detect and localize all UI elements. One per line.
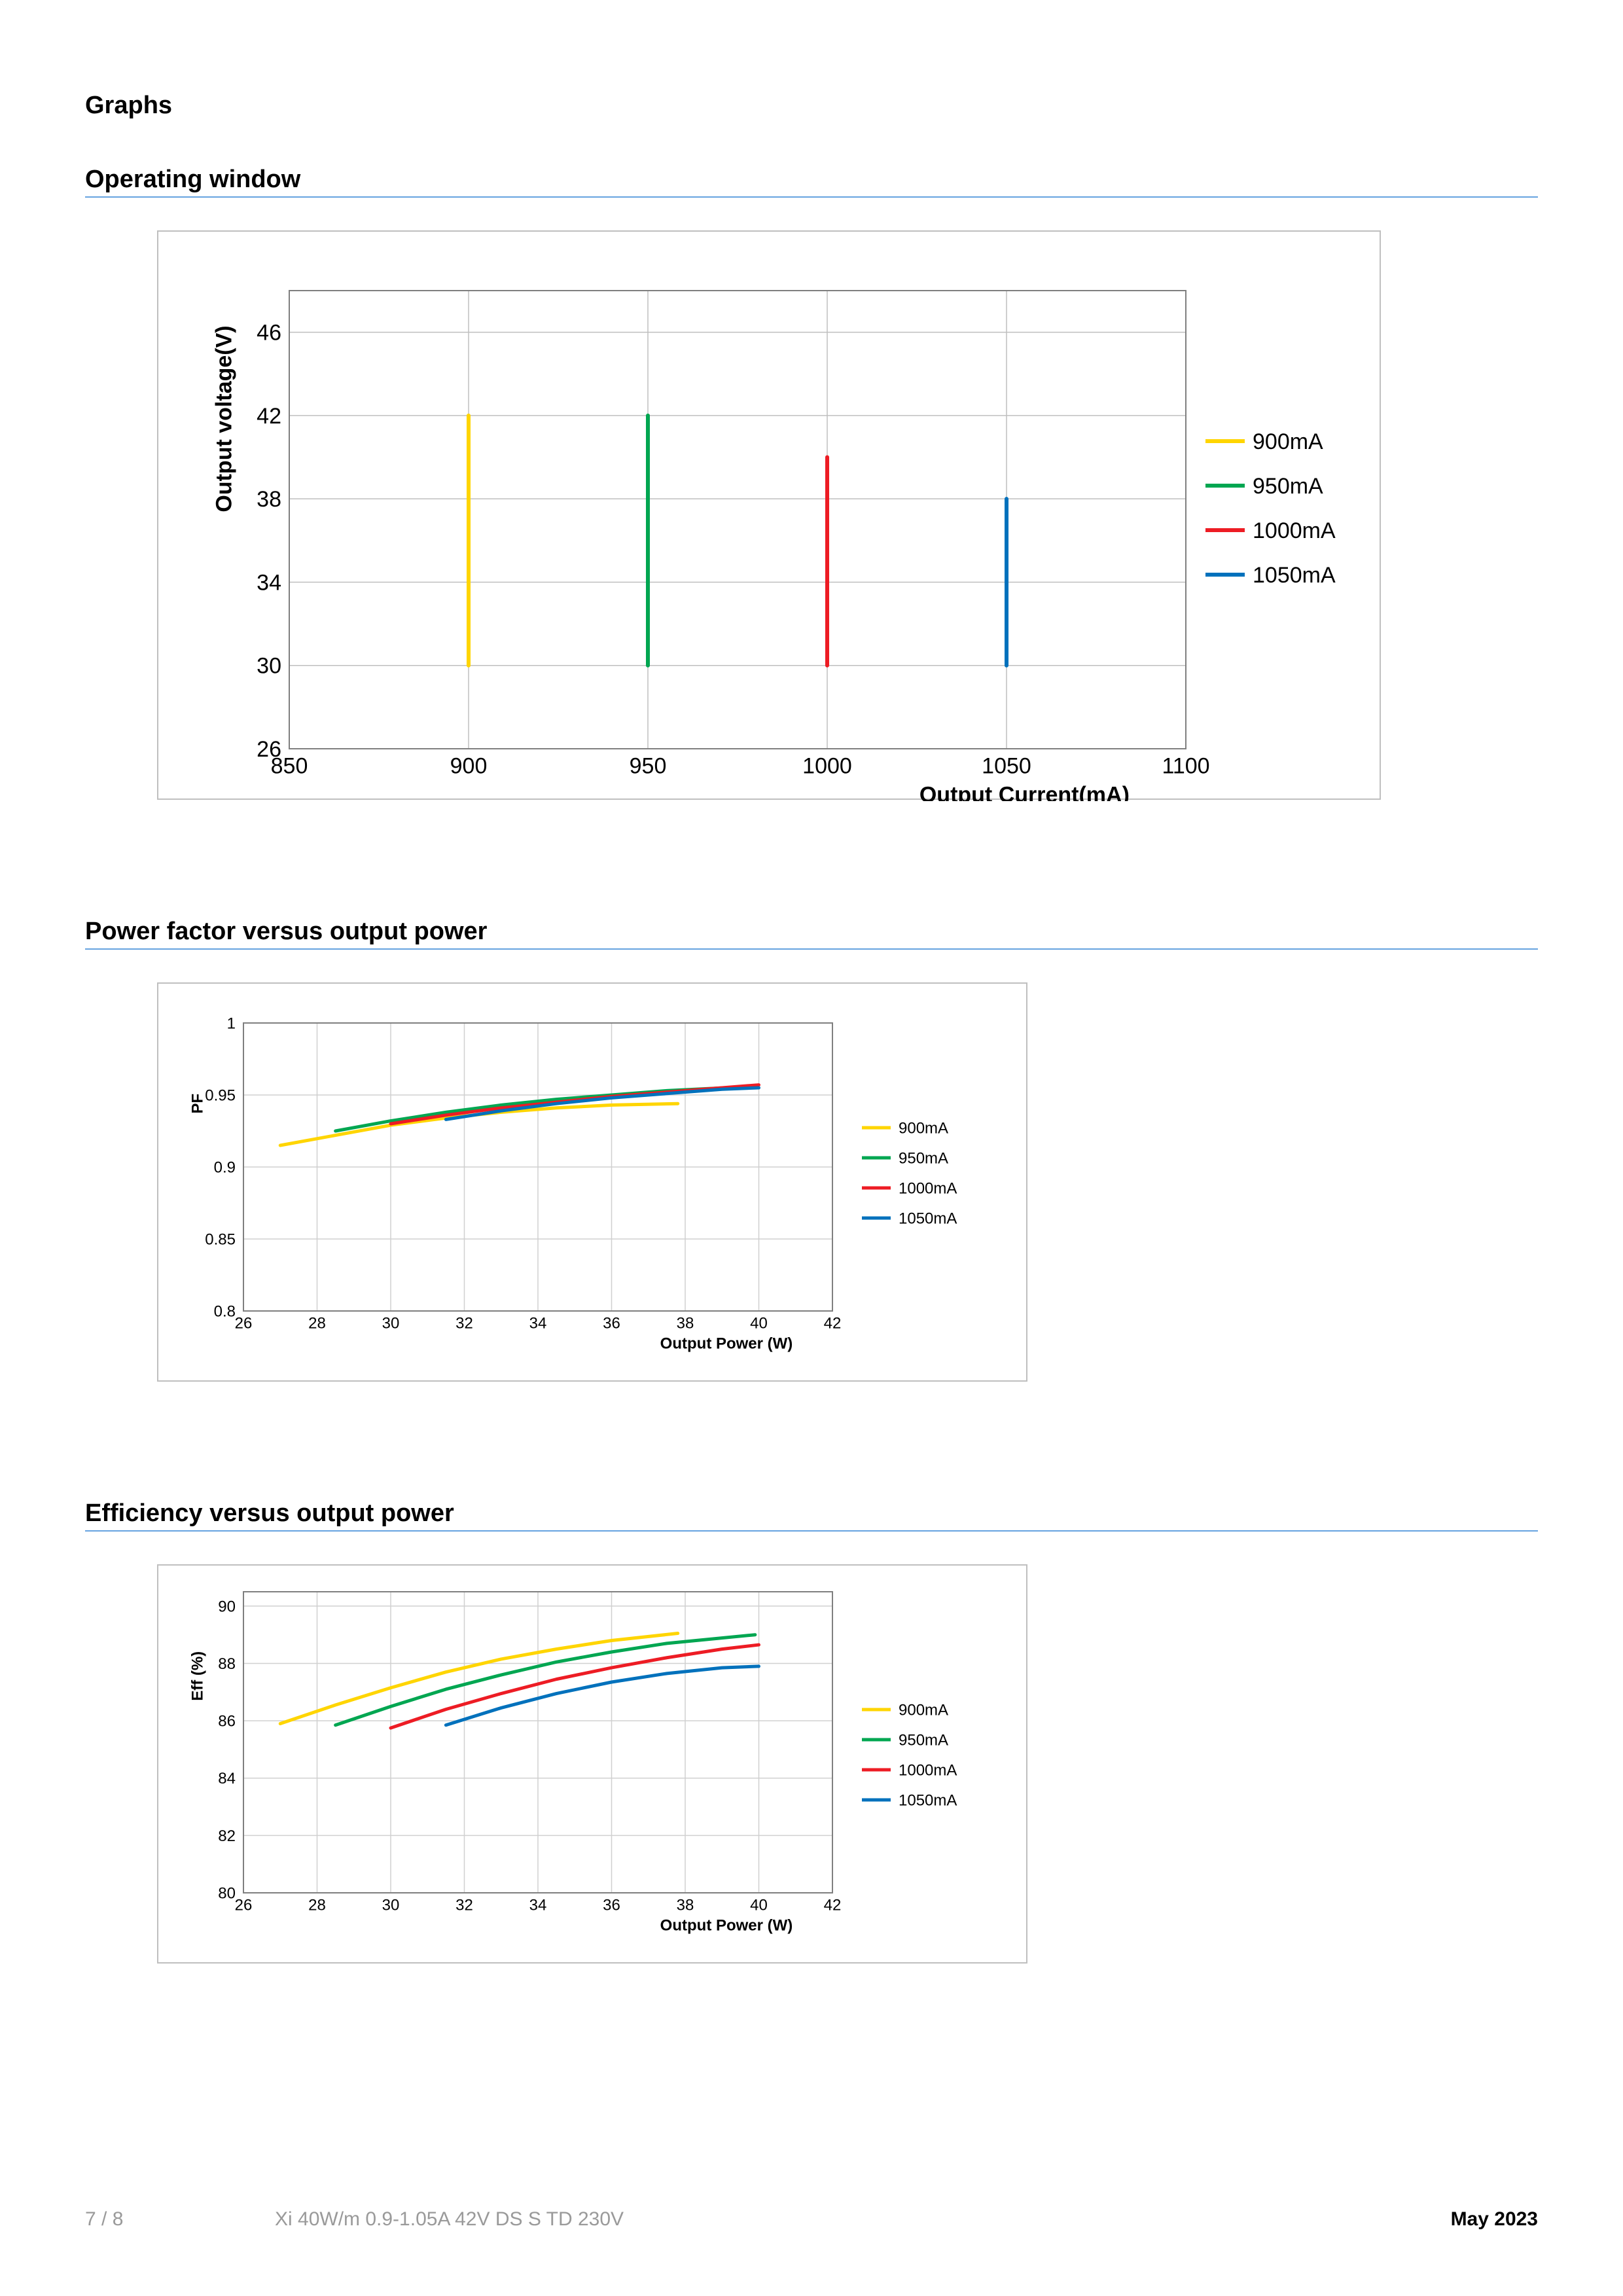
svg-text:36: 36 — [603, 1896, 620, 1914]
section-rule — [85, 196, 1538, 198]
svg-text:900: 900 — [450, 753, 488, 778]
footer-date: May 2023 — [1451, 2208, 1538, 2231]
svg-text:34: 34 — [529, 1314, 547, 1332]
svg-text:30: 30 — [382, 1314, 400, 1332]
svg-text:Output Power (W): Output Power (W) — [660, 1917, 793, 1935]
svg-text:26: 26 — [257, 737, 281, 762]
svg-text:42: 42 — [824, 1896, 842, 1914]
svg-text:950mA: 950mA — [1253, 474, 1323, 499]
svg-text:950mA: 950mA — [899, 1731, 948, 1749]
svg-text:40: 40 — [750, 1896, 768, 1914]
svg-text:30: 30 — [257, 654, 281, 679]
svg-text:900mA: 900mA — [1253, 429, 1323, 454]
svg-text:1000mA: 1000mA — [899, 1179, 957, 1197]
footer-page-number: 7 / 8 — [85, 2208, 123, 2231]
svg-text:Eff (%): Eff (%) — [189, 1651, 207, 1701]
svg-text:0.8: 0.8 — [214, 1302, 236, 1320]
svg-text:1050mA: 1050mA — [899, 1791, 957, 1809]
svg-text:1050mA: 1050mA — [899, 1210, 957, 1227]
svg-text:26: 26 — [235, 1896, 253, 1914]
svg-text:38: 38 — [677, 1896, 694, 1914]
svg-text:1050mA: 1050mA — [1253, 563, 1336, 588]
page-footer: 7 / 8 Xi 40W/m 0.9-1.05A 42V DS S TD 230… — [85, 2208, 1538, 2231]
svg-text:900mA: 900mA — [899, 1701, 948, 1719]
svg-text:28: 28 — [308, 1896, 326, 1914]
svg-text:950mA: 950mA — [899, 1149, 948, 1167]
svg-text:28: 28 — [308, 1314, 326, 1332]
section-title-efficiency: Efficiency versus output power — [85, 1499, 1538, 1528]
chart-power-factor: 26 28 30 32 34 36 38 40 42 0.8 0.85 0.9 0.95 1 Output … — [157, 982, 1027, 1382]
svg-text:1000: 1000 — [802, 753, 852, 778]
svg-text:0.95: 0.95 — [205, 1086, 236, 1104]
svg-text:90: 90 — [218, 1598, 236, 1615]
svg-text:0.9: 0.9 — [214, 1158, 236, 1176]
chart-operating-window: 850900950100010501100263034384246Output … — [157, 230, 1381, 800]
svg-text:82: 82 — [218, 1827, 236, 1845]
section-rule — [85, 948, 1538, 950]
svg-text:84: 84 — [218, 1770, 236, 1787]
svg-text:30: 30 — [382, 1896, 400, 1914]
footer-product: Xi 40W/m 0.9-1.05A 42V DS S TD 230V — [275, 2208, 624, 2231]
svg-text:80: 80 — [218, 1884, 236, 1902]
svg-text:26: 26 — [235, 1314, 253, 1332]
svg-text:Output Current(mA): Output Current(mA) — [919, 783, 1130, 801]
svg-text:36: 36 — [603, 1314, 620, 1332]
svg-text:34: 34 — [529, 1896, 547, 1914]
svg-text:0.85: 0.85 — [205, 1230, 236, 1248]
svg-text:86: 86 — [218, 1713, 236, 1731]
svg-text:1100: 1100 — [1162, 753, 1209, 778]
svg-text:1000mA: 1000mA — [1253, 518, 1336, 543]
page-title: Graphs — [85, 92, 1538, 120]
svg-text:900mA: 900mA — [899, 1119, 948, 1137]
svg-text:88: 88 — [218, 1655, 236, 1673]
svg-text:Output Power (W): Output Power (W) — [660, 1335, 793, 1353]
svg-text:1050: 1050 — [982, 753, 1031, 778]
svg-text:Output voltage(V): Output voltage(V) — [212, 325, 237, 512]
svg-text:38: 38 — [257, 487, 281, 512]
svg-text:46: 46 — [257, 321, 281, 346]
svg-text:42: 42 — [824, 1314, 842, 1332]
svg-text:38: 38 — [677, 1314, 694, 1332]
svg-text:40: 40 — [750, 1314, 768, 1332]
svg-text:32: 32 — [455, 1896, 473, 1914]
svg-text:950: 950 — [630, 753, 667, 778]
svg-text:1: 1 — [227, 1014, 236, 1032]
section-rule — [85, 1530, 1538, 1532]
svg-text:42: 42 — [257, 404, 281, 429]
svg-text:1000mA: 1000mA — [899, 1761, 957, 1779]
svg-text:32: 32 — [455, 1314, 473, 1332]
chart-efficiency: 26 28 30 32 34 36 38 40 42 80 82 84 86 88 90 Output Pow… — [157, 1564, 1027, 1964]
section-title-power-factor: Power factor versus output power — [85, 918, 1538, 946]
svg-text:34: 34 — [257, 570, 281, 595]
svg-text:PF: PF — [189, 1094, 207, 1114]
section-title-operating-window: Operating window — [85, 166, 1538, 194]
